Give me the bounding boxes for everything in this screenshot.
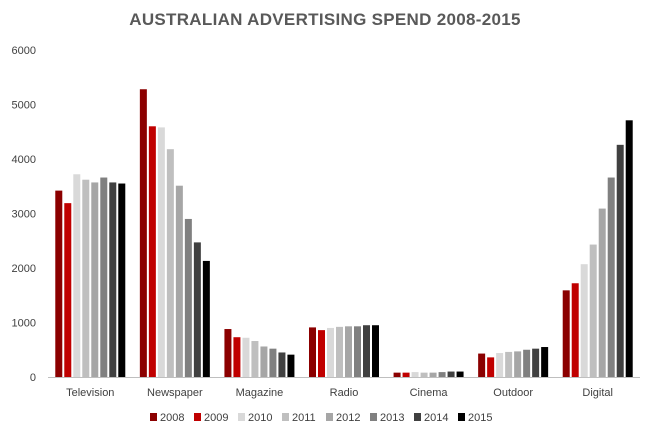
legend-swatch-2010	[238, 413, 245, 421]
bars-layer	[55, 89, 633, 378]
bar-cinema-2015	[456, 371, 464, 377]
bar-outdoor-2010	[496, 353, 504, 377]
legend-swatch-2014	[414, 413, 421, 421]
bar-cinema-2014	[447, 371, 455, 377]
bar-radio-2010	[327, 327, 334, 377]
bar-newspaper-2013	[184, 218, 192, 377]
bar-magazine-2009	[233, 337, 241, 377]
bar-radio-2009	[318, 330, 325, 377]
legend-label: 2013	[380, 412, 404, 424]
bar-digital-2011	[589, 244, 597, 377]
bar-magazine-2015	[287, 354, 295, 377]
bar-radio-2013	[354, 326, 361, 377]
bar-television-2010	[73, 174, 81, 377]
bar-cinema-2009	[402, 372, 410, 377]
bar-radio-2012	[345, 326, 352, 377]
legend-swatch-2009	[194, 413, 201, 421]
axis-layer: 0 1000 2000 3000 4000 5000 6000 Television Newsp…	[12, 45, 640, 399]
y-tick-label: 6000	[12, 45, 36, 57]
legend-label: 2008	[160, 412, 184, 424]
bar-radio-2008	[309, 327, 316, 377]
bar-newspaper-2015	[202, 260, 210, 377]
bar-outdoor-2012	[514, 351, 522, 377]
bar-television-2011	[82, 179, 90, 377]
y-tick-label: 4000	[12, 154, 36, 166]
bar-magazine-2013	[269, 348, 277, 377]
bar-digital-2008	[562, 290, 570, 377]
bar-magazine-2008	[224, 329, 232, 377]
bar-television-2012	[91, 182, 99, 377]
bar-digital-2012	[598, 208, 606, 377]
bar-outdoor-2014	[532, 348, 540, 377]
bar-magazine-2011	[251, 341, 259, 377]
bar-cinema-2010	[411, 372, 419, 377]
y-tick-label: 1000	[12, 318, 36, 330]
legend-swatch-2013	[370, 413, 377, 421]
bar-magazine-2010	[242, 337, 250, 377]
bar-newspaper-2010	[157, 127, 165, 377]
x-category-label: Television	[66, 387, 114, 399]
bar-outdoor-2009	[487, 357, 495, 377]
legend-swatch-2015	[458, 413, 465, 421]
y-tick-label: 5000	[12, 100, 36, 112]
bar-digital-2014	[616, 144, 624, 377]
bar-television-2008	[55, 190, 63, 377]
x-category-label: Cinema	[410, 387, 449, 399]
legend-swatch-2008	[150, 413, 157, 421]
bar-newspaper-2014	[193, 242, 201, 377]
y-tick-label: 2000	[12, 263, 36, 275]
bar-radio-2014	[363, 325, 370, 377]
bar-outdoor-2008	[478, 353, 486, 377]
bar-radio-2011	[336, 326, 343, 377]
bar-newspaper-2008	[139, 89, 147, 378]
x-category-label: Outdoor	[493, 387, 533, 399]
bar-cinema-2011	[420, 372, 428, 377]
bar-outdoor-2013	[523, 349, 531, 377]
legend-label: 2014	[424, 412, 448, 424]
legend-label: 2012	[336, 412, 360, 424]
bar-cinema-2012	[429, 372, 437, 377]
bar-digital-2010	[580, 264, 588, 377]
legend-label: 2010	[248, 412, 272, 424]
legend: 2008 2009 2010 2011 2012 2013 2014 2015	[150, 412, 492, 424]
x-category-label: Newspaper	[147, 387, 203, 399]
bar-television-2009	[64, 203, 72, 377]
legend-label: 2009	[204, 412, 228, 424]
bar-newspaper-2009	[148, 126, 156, 377]
x-category-label: Digital	[582, 387, 613, 399]
bar-digital-2015	[625, 120, 633, 378]
bar-outdoor-2011	[505, 351, 513, 377]
bar-digital-2013	[607, 177, 615, 377]
legend-swatch-2012	[326, 413, 333, 421]
bar-newspaper-2011	[166, 149, 174, 377]
x-category-label: Magazine	[236, 387, 284, 399]
bar-outdoor-2015	[541, 347, 549, 377]
bar-magazine-2012	[260, 346, 268, 377]
bar-newspaper-2012	[175, 185, 183, 377]
bar-television-2014	[109, 182, 117, 377]
bar-television-2013	[100, 177, 108, 377]
bar-cinema-2013	[438, 372, 446, 377]
bar-television-2015	[118, 183, 126, 377]
legend-label: 2011	[292, 412, 316, 424]
y-tick-label: 0	[30, 372, 36, 384]
bar-radio-2015	[372, 325, 379, 377]
bar-digital-2009	[571, 283, 579, 377]
legend-label: 2015	[468, 412, 492, 424]
chart-title: AUSTRALIAN ADVERTISING SPEND 2008-2015	[129, 10, 521, 29]
bar-magazine-2014	[278, 352, 286, 377]
bar-cinema-2008	[393, 372, 401, 377]
y-tick-label: 3000	[12, 209, 36, 221]
legend-swatch-2011	[282, 413, 289, 421]
x-category-label: Radio	[330, 387, 359, 399]
